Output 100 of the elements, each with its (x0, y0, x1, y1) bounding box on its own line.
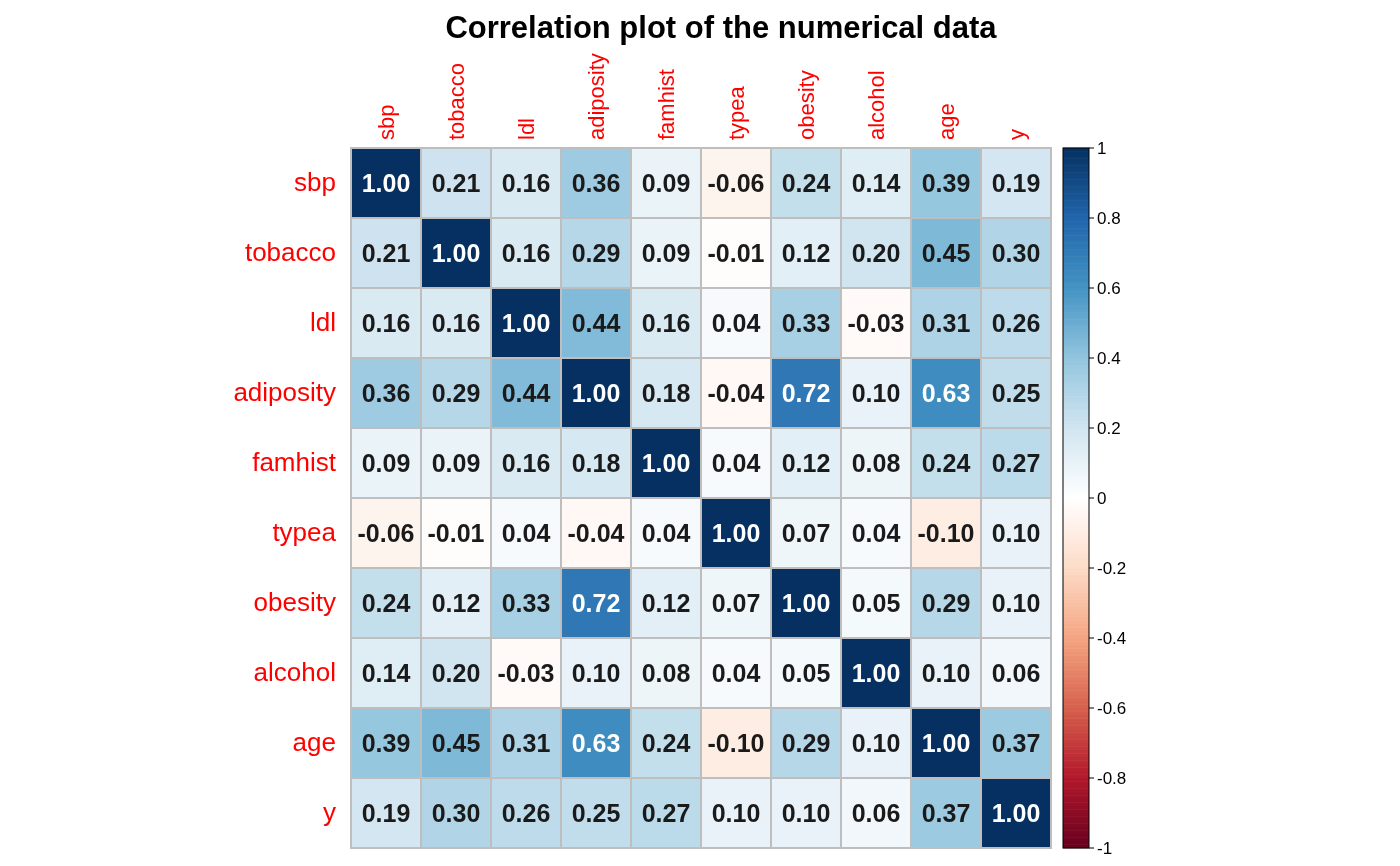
color-bar-label: -0.8 (1097, 769, 1127, 788)
data-label: 0.63 (571, 729, 621, 757)
y-tick-label: sbp (294, 167, 336, 197)
data-label: 0.26 (991, 309, 1041, 337)
x-tick-label: sbp (374, 104, 399, 140)
data-label: 1.00 (641, 449, 691, 477)
x-tick-label: y (1004, 129, 1029, 140)
y-tick-label: tobacco (244, 237, 336, 267)
data-label: 0.19 (991, 169, 1041, 197)
data-label: 0.09 (641, 239, 691, 267)
y-tick-label: typea (272, 517, 337, 547)
data-label: 0.26 (501, 799, 551, 827)
data-label: 0.04 (711, 309, 761, 337)
data-label: 0.31 (501, 729, 551, 757)
x-tick-label: obesity (794, 70, 819, 140)
data-label: 0.24 (641, 729, 691, 757)
data-label: -0.03 (847, 309, 905, 337)
data-label: 0.12 (781, 449, 831, 477)
data-label: 0.20 (431, 659, 481, 687)
data-label: 0.16 (361, 309, 411, 337)
data-label: 0.31 (921, 309, 971, 337)
data-label: 0.29 (571, 239, 621, 267)
x-tick-label: adiposity (584, 53, 609, 140)
x-tick-label: ldl (514, 117, 539, 140)
data-label: 0.33 (781, 309, 831, 337)
data-label: 0.27 (641, 799, 691, 827)
data-label: 0.04 (641, 519, 691, 547)
data-label: 0.37 (991, 729, 1041, 757)
data-label: 0.72 (571, 589, 621, 617)
color-bar-label: 1 (1097, 139, 1107, 158)
data-label: -0.06 (707, 169, 765, 197)
data-label: 0.72 (781, 379, 831, 407)
data-label: 0.37 (921, 799, 971, 827)
data-label: 0.24 (921, 449, 971, 477)
data-label: 0.25 (571, 799, 621, 827)
data-label: 0.16 (641, 309, 691, 337)
y-tick-label: age (292, 727, 336, 757)
data-label: 0.10 (991, 589, 1041, 617)
data-label: 0.10 (711, 799, 761, 827)
x-tick-label: tobacco (444, 62, 469, 140)
data-label: 0.30 (431, 799, 481, 827)
data-label: -0.01 (707, 239, 765, 267)
data-label: 0.05 (781, 659, 831, 687)
data-label: 0.10 (851, 379, 901, 407)
data-label: -0.10 (707, 729, 765, 757)
color-bar-label: 0.8 (1097, 209, 1121, 228)
data-label: 1.00 (711, 519, 761, 547)
color-bar-label: -0.6 (1097, 699, 1127, 718)
y-tick-label: obesity (253, 587, 336, 617)
data-label: 0.09 (641, 169, 691, 197)
color-bar-label: 0.2 (1097, 419, 1121, 438)
data-label: 0.39 (361, 729, 411, 757)
data-label: 0.12 (781, 239, 831, 267)
data-label: 0.12 (641, 589, 691, 617)
data-label: 0.10 (571, 659, 621, 687)
data-label: 0.05 (851, 589, 901, 617)
data-label: 0.08 (641, 659, 691, 687)
data-label: 0.30 (991, 239, 1041, 267)
data-label: 0.07 (781, 519, 831, 547)
data-label: 0.08 (851, 449, 901, 477)
data-label: 0.36 (571, 169, 621, 197)
y-tick-label: famhist (252, 447, 337, 477)
data-label: 0.63 (921, 379, 971, 407)
data-label: 0.04 (851, 519, 901, 547)
data-label: 1.00 (991, 799, 1041, 827)
data-label: 0.18 (641, 379, 691, 407)
data-label: 0.16 (501, 169, 551, 197)
data-label: -0.01 (427, 519, 485, 547)
data-label: 0.16 (501, 449, 551, 477)
data-label: 0.29 (921, 589, 971, 617)
data-label: 0.14 (851, 169, 901, 197)
data-label: 0.04 (711, 449, 761, 477)
chart-title: Correlation plot of the numerical data (445, 10, 998, 45)
color-bar-label: -0.4 (1097, 629, 1127, 648)
color-bar-label: 0.4 (1097, 349, 1121, 368)
data-label: -0.03 (497, 659, 555, 687)
data-label: 0.21 (361, 239, 411, 267)
data-label: 0.21 (431, 169, 481, 197)
data-label: -0.06 (357, 519, 415, 547)
data-label: 0.24 (781, 169, 831, 197)
data-label: 0.06 (991, 659, 1041, 687)
data-label: 0.04 (711, 659, 761, 687)
color-bar-label: 0 (1097, 489, 1107, 508)
data-label: -0.10 (917, 519, 975, 547)
data-label: -0.04 (567, 519, 625, 547)
data-label: 0.33 (501, 589, 551, 617)
data-label: 1.00 (851, 659, 901, 687)
data-label: 0.18 (571, 449, 621, 477)
data-label: 0.19 (361, 799, 411, 827)
data-label: 0.25 (991, 379, 1041, 407)
x-tick-label: age (934, 103, 959, 140)
data-label: 1.00 (571, 379, 621, 407)
data-label: 0.27 (991, 449, 1041, 477)
y-tick-label: alcohol (253, 657, 336, 687)
data-label: 1.00 (361, 169, 411, 197)
data-label: 0.14 (361, 659, 411, 687)
data-label: 0.39 (921, 169, 971, 197)
data-label: 0.29 (431, 379, 481, 407)
x-tick-label: alcohol (864, 70, 889, 140)
data-label: 0.09 (361, 449, 411, 477)
